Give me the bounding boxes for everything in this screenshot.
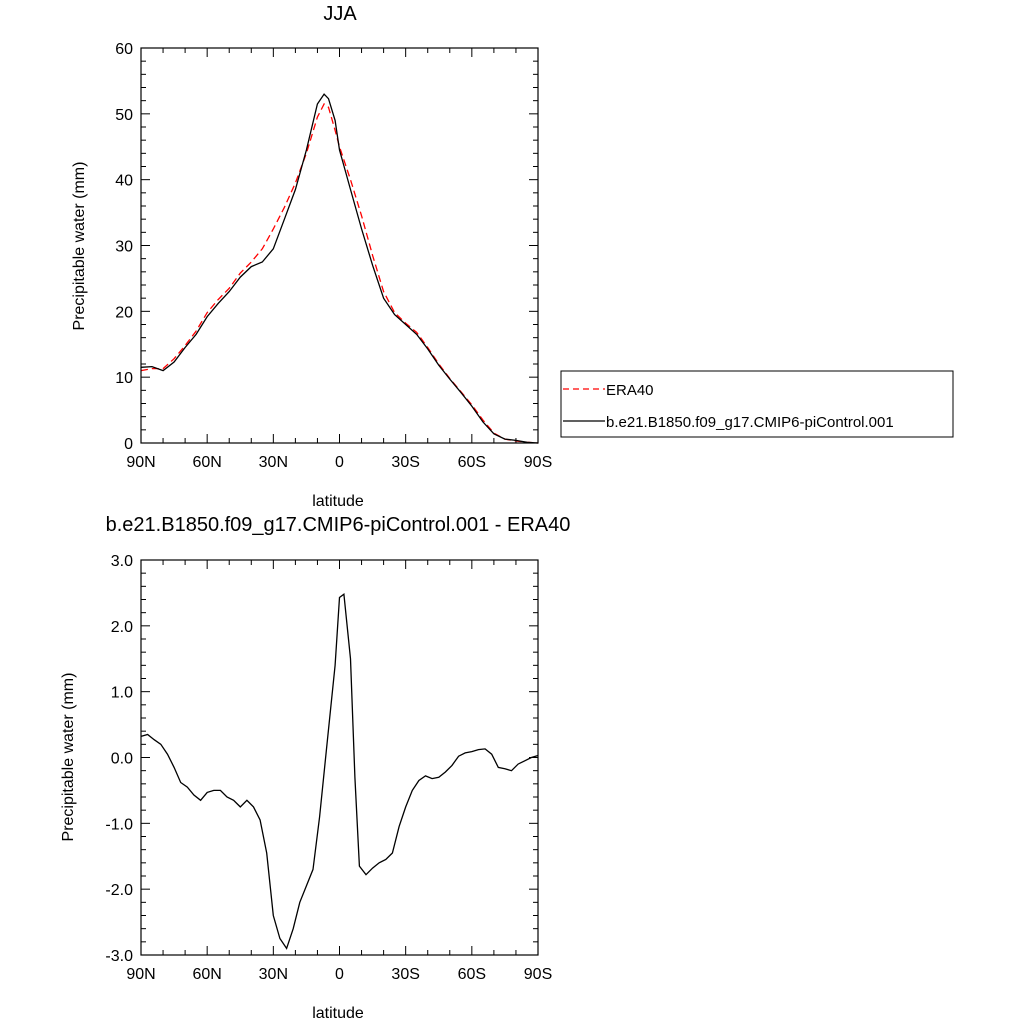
top-plot-frame <box>140 47 539 444</box>
bottom-panel-difference: b.e21.B1850.f09_g17.CMIP6-piControl.001 … <box>60 514 570 1022</box>
bottom-y-tick-label: -1.0 <box>105 816 133 833</box>
bottom-panel-series <box>140 592 539 950</box>
bottom-panel-axes: 90N 60N 30N 0 30S 60S 90S -3.0 -2.0 -1.0 0.0 1.0 2.0… <box>105 553 552 983</box>
top-x-tick-label: 90N <box>126 454 155 471</box>
bottom-panel-x-axis-label: latitude <box>312 1005 364 1022</box>
legend: ERA40 b.e21.B1850.f09_g17.CMIP6-piContro… <box>560 370 954 438</box>
bottom-x-tick-label: 60S <box>458 966 486 983</box>
bottom-y-tick-label: -3.0 <box>105 948 133 965</box>
bottom-x-tick-label: 90S <box>524 966 552 983</box>
bottom-x-tick-label: 60N <box>192 966 221 983</box>
top-x-tick-label: 60N <box>192 454 221 471</box>
top-series-line-model <box>140 93 539 444</box>
legend-box <box>560 370 954 438</box>
bottom-x-tick-label: 30N <box>259 966 288 983</box>
top-x-tick-label: 90S <box>524 454 552 471</box>
bottom-x-tick-label: 90N <box>126 966 155 983</box>
bottom-series-line-difference <box>140 592 539 950</box>
top-panel-title: JJA <box>323 3 357 25</box>
legend-label-era40: ERA40 <box>606 382 654 399</box>
top-x-tick-label: 30S <box>391 454 419 471</box>
top-y-tick-label: 20 <box>115 304 133 321</box>
bottom-y-tick-label: 0.0 <box>111 751 133 768</box>
bottom-x-tick-label: 30S <box>391 966 419 983</box>
bottom-panel-y-axis-label: Precipitable water (mm) <box>60 673 77 842</box>
top-y-tick-label: 40 <box>115 173 133 190</box>
bottom-y-tick-label: 1.0 <box>111 685 133 702</box>
top-series-line-era40 <box>140 103 539 444</box>
top-x-tick-label: 60S <box>458 454 486 471</box>
top-x-tick-label: 0 <box>335 454 344 471</box>
top-panel-jja: JJA 90N 60N 30N 0 30S 60S 90S 0 10 20 30 40 50 60 Pre… <box>71 3 552 510</box>
legend-label-model: b.e21.B1850.f09_g17.CMIP6-piControl.001 <box>606 414 894 431</box>
top-y-tick-label: 30 <box>115 239 133 256</box>
bottom-plot-frame <box>140 559 539 956</box>
top-x-tick-label: 30N <box>259 454 288 471</box>
top-panel-x-axis-label: latitude <box>312 493 364 510</box>
top-y-tick-label: 50 <box>115 107 133 124</box>
bottom-x-tick-label: 0 <box>335 966 344 983</box>
bottom-y-tick-label: -2.0 <box>105 882 133 899</box>
bottom-y-tick-label: 2.0 <box>111 619 133 636</box>
top-panel-series <box>140 93 539 444</box>
top-y-tick-label: 10 <box>115 370 133 387</box>
top-panel-axes: 90N 60N 30N 0 30S 60S 90S 0 10 20 30 40 50 60 <box>115 41 552 471</box>
bottom-panel-title: b.e21.B1850.f09_g17.CMIP6-piControl.001 … <box>106 514 571 536</box>
top-y-tick-label: 0 <box>124 436 133 453</box>
top-y-tick-label: 60 <box>115 41 133 58</box>
bottom-y-tick-label: 3.0 <box>111 553 133 570</box>
top-panel-y-axis-label: Precipitable water (mm) <box>71 162 88 331</box>
